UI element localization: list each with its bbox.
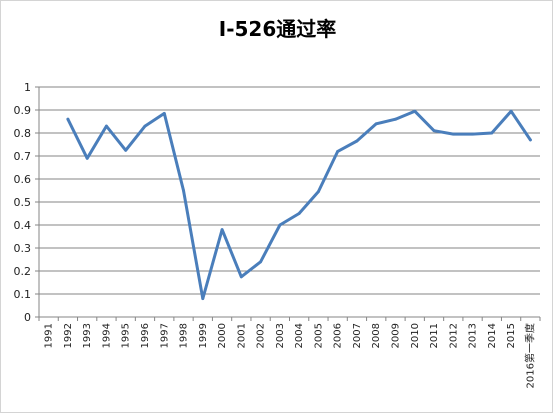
data-point <box>509 109 513 113</box>
data-point <box>394 117 397 121</box>
data-point <box>297 212 301 215</box>
y-tick-label: 0.8 <box>14 127 32 140</box>
series-line <box>66 109 532 301</box>
data-point <box>451 132 455 136</box>
data-point <box>220 228 224 232</box>
x-tick-label: 1994 <box>101 323 112 348</box>
x-tick-label: 1998 <box>179 323 190 348</box>
data-point <box>182 189 185 192</box>
data-point <box>432 129 436 133</box>
y-tick-label: 0.3 <box>14 242 32 255</box>
data-point <box>66 117 70 121</box>
y-tick-label: 0.5 <box>14 196 32 209</box>
y-tick-label: 0.7 <box>14 150 32 163</box>
x-tick-label: 2003 <box>275 323 286 348</box>
x-tick-label: 2009 <box>390 323 401 348</box>
y-tick-label: 0.6 <box>14 173 32 186</box>
y-tick-label: 0.2 <box>14 265 32 278</box>
data-point <box>355 139 359 143</box>
data-point <box>124 148 128 152</box>
x-tick-label: 2011 <box>429 323 440 348</box>
data-point <box>528 138 532 142</box>
data-point <box>85 156 89 160</box>
data-point <box>413 109 417 113</box>
y-tick-label: 0 <box>24 311 31 324</box>
x-tick-label: 1993 <box>82 323 93 348</box>
data-point <box>201 297 205 300</box>
x-tick-label: 2000 <box>217 323 228 348</box>
y-tick-label: 0.9 <box>14 104 32 117</box>
x-tick-label: 2013 <box>468 323 479 348</box>
data-point <box>374 122 378 126</box>
data-point <box>336 150 340 153</box>
x-tick-label: 1997 <box>159 323 170 348</box>
data-point <box>471 132 474 136</box>
y-tick-label: 0.4 <box>14 219 32 232</box>
data-point <box>278 223 282 227</box>
y-tick-label: 0.1 <box>14 288 32 301</box>
x-tick-label: 2001 <box>236 323 247 348</box>
x-tick-label: 2015 <box>506 323 517 348</box>
x-tick-label: 2006 <box>333 323 344 348</box>
x-tick-label: 1999 <box>198 323 209 348</box>
x-tick-label: 2010 <box>410 323 421 348</box>
x-tick-label: 2008 <box>371 323 382 348</box>
data-point <box>239 275 243 279</box>
data-point <box>162 112 166 115</box>
data-point <box>317 190 320 194</box>
data-point <box>490 131 494 135</box>
x-tick-label: 1992 <box>63 323 74 348</box>
x-tick-label: 1996 <box>140 323 151 348</box>
x-tick-label: 1995 <box>121 323 132 348</box>
x-tick-label: 1991 <box>44 323 55 348</box>
data-point <box>143 124 147 128</box>
x-tick-label: 2012 <box>448 323 459 348</box>
x-tick-label: 2002 <box>256 323 267 348</box>
x-tick-label: 2007 <box>352 323 363 348</box>
x-tick-label: 2004 <box>294 323 305 348</box>
x-tick-label: 2014 <box>487 323 498 348</box>
chart-title: I-526通过率 <box>218 17 337 41</box>
x-tick-label: 2005 <box>313 323 324 348</box>
data-point <box>259 260 262 264</box>
x-tick-label: 2016第一季度 <box>523 323 536 388</box>
y-tick-label: 1 <box>24 81 31 94</box>
data-point <box>105 124 108 128</box>
